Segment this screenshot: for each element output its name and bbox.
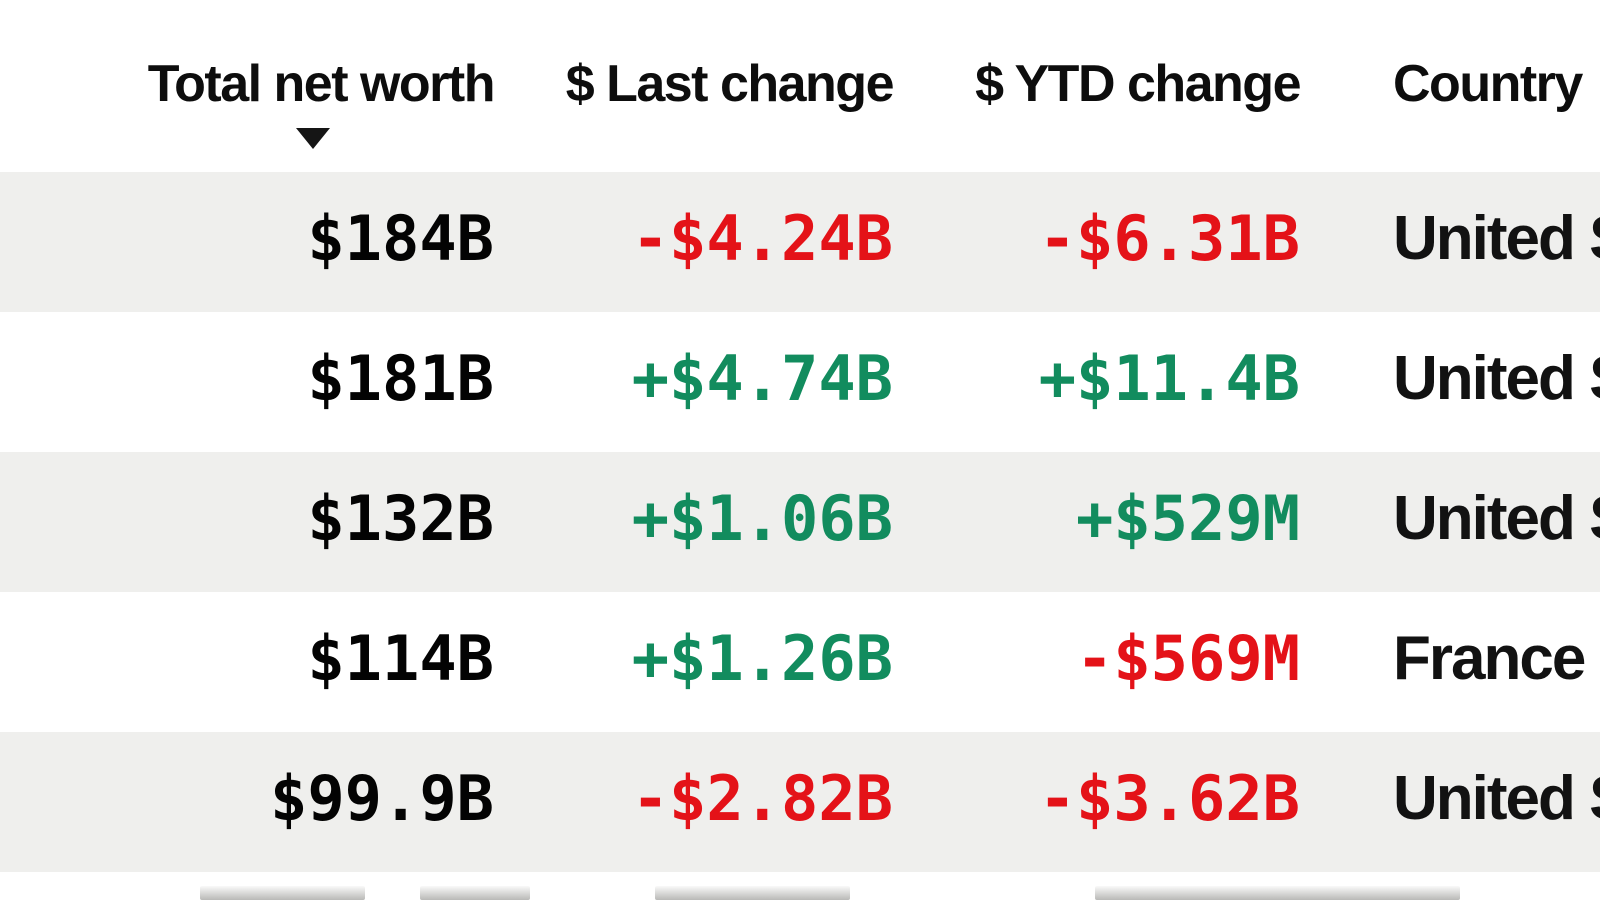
last-change-value: -$4.24B: [631, 201, 893, 275]
net-worth-value: $114B: [307, 621, 494, 695]
net-worth-value: $181B: [307, 341, 494, 415]
clipped-text-fragment: [655, 886, 850, 900]
country-value: France: [1393, 623, 1586, 693]
table-row: $132B +$1.06B +$529M United S: [0, 452, 1600, 592]
clipped-text-fragment: [200, 886, 365, 900]
country-value: United S: [1393, 763, 1600, 833]
table-row: $114B +$1.26B -$569M France: [0, 592, 1600, 732]
table-row-partial: [0, 872, 1600, 900]
table-row: $181B +$4.74B +$11.4B United S: [0, 312, 1600, 452]
column-header-country[interactable]: Country: [1393, 55, 1583, 113]
net-worth-value: $132B: [307, 481, 494, 555]
last-change-value: -$2.82B: [631, 761, 893, 835]
ytd-change-value: -$3.62B: [1038, 761, 1300, 835]
country-value: United S: [1393, 343, 1600, 413]
last-change-value: +$1.06B: [631, 481, 893, 555]
ytd-change-value: +$529M: [1076, 481, 1300, 555]
country-value: United S: [1393, 203, 1600, 273]
clipped-text-fragment: [420, 886, 530, 900]
table-header: Total net worth $ Last change $ YTD chan…: [0, 0, 1600, 172]
ytd-change-value: -$6.31B: [1038, 201, 1300, 275]
last-change-value: +$1.26B: [631, 621, 893, 695]
net-worth-value: $99.9B: [270, 761, 494, 835]
last-change-value: +$4.74B: [631, 341, 893, 415]
column-header-last-change[interactable]: $ Last change: [565, 55, 895, 113]
column-header-total-net-worth[interactable]: Total net worth: [147, 55, 496, 113]
ytd-change-value: -$569M: [1076, 621, 1300, 695]
clipped-text-fragment: [1095, 886, 1460, 900]
table-row: $184B -$4.24B -$6.31B United S: [0, 172, 1600, 312]
table-row: $99.9B -$2.82B -$3.62B United S: [0, 732, 1600, 872]
ytd-change-value: +$11.4B: [1038, 341, 1300, 415]
sort-descending-icon[interactable]: [296, 128, 330, 149]
net-worth-value: $184B: [307, 201, 494, 275]
column-header-ytd-change[interactable]: $ YTD change: [975, 55, 1301, 113]
country-value: United S: [1393, 483, 1600, 553]
